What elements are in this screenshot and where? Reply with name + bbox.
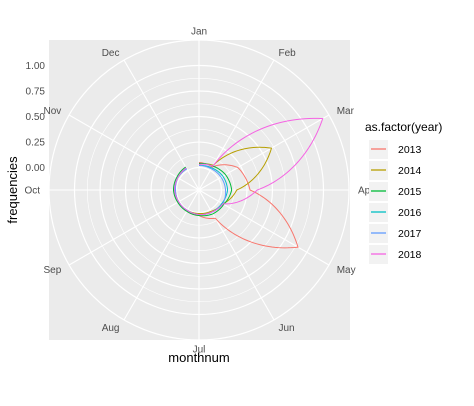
series-line-2015 — [172, 162, 233, 217]
x-axis-title: monthnum — [168, 350, 229, 365]
month-label-nov: Nov — [44, 106, 62, 117]
series-line-2018 — [174, 117, 324, 216]
month-labels: Jan Feb Mar Apr May Jun Jul Aug Sep Oct Nov Dec — [24, 27, 374, 356]
spoke-gridline — [123, 59, 200, 191]
month-label-mar: Mar — [337, 106, 355, 117]
month-label-sep: Sep — [44, 265, 62, 276]
legend-label-2014: 2014 — [398, 165, 422, 177]
y-tick-label: 0.25 — [26, 138, 46, 149]
spoke-gridline — [68, 114, 200, 191]
month-label-jul: Jul — [193, 345, 206, 356]
month-label-may: May — [337, 265, 356, 276]
y-tick-labels: 0.00 0.25 0.50 0.75 1.00 — [26, 61, 46, 174]
legend: as.factor(year) 2013 2014 2015 2016 2017 2018 — [365, 120, 442, 264]
legend-label-2015: 2015 — [398, 186, 422, 198]
month-label-jan: Jan — [191, 27, 207, 38]
y-tick-label: 0.75 — [26, 87, 46, 98]
legend-label-2017: 2017 — [398, 228, 422, 240]
legend-label-2018: 2018 — [398, 249, 422, 261]
spoke-gridline — [198, 114, 330, 191]
month-label-dec: Dec — [102, 48, 120, 59]
spoke-gridline — [198, 59, 275, 191]
legend-label-2013: 2013 — [398, 144, 422, 156]
y-tick-label: 1.00 — [26, 61, 46, 72]
month-label-apr: Apr — [358, 186, 374, 197]
y-tick-label: 0.00 — [26, 163, 46, 174]
month-label-feb: Feb — [279, 48, 297, 59]
month-label-aug: Aug — [102, 323, 120, 334]
grid — [48, 39, 350, 341]
spoke-gridline — [198, 189, 330, 266]
series-lines — [172, 117, 324, 249]
spoke-gridline — [123, 189, 200, 321]
month-label-oct: Oct — [24, 186, 40, 197]
legend-label-2016: 2016 — [398, 207, 422, 219]
y-axis-title: frequencies — [5, 156, 20, 224]
y-tick-label: 0.50 — [26, 112, 46, 123]
month-label-jun: Jun — [279, 323, 295, 334]
spoke-gridline — [68, 189, 200, 266]
legend-title: as.factor(year) — [365, 120, 442, 134]
